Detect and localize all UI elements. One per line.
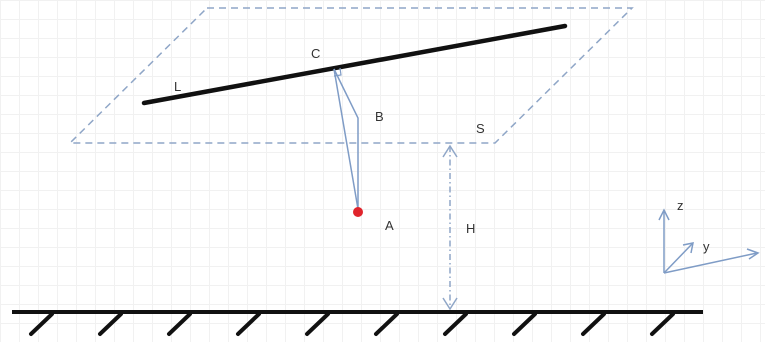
height-arrow-top-head: [442, 144, 458, 158]
ground-hatching: [29, 312, 675, 336]
pendulum-string: [333, 68, 359, 210]
label-s: S: [476, 121, 485, 136]
axes-icon: [658, 208, 760, 274]
plane-s-outline: [68, 7, 634, 144]
right-angle-marker: [333, 67, 342, 77]
label-a: A: [385, 218, 394, 233]
label-axis-y: y: [703, 239, 710, 254]
pendulum-bend: [333, 68, 359, 209]
label-l: L: [174, 79, 181, 94]
line-l: [141, 23, 568, 106]
height-arrow-bottom-head: [442, 297, 458, 311]
label-axis-z: z: [677, 198, 684, 213]
label-h: H: [466, 221, 475, 236]
point-a-dot: [353, 207, 363, 217]
label-b: B: [375, 109, 384, 124]
label-c: C: [311, 46, 320, 61]
